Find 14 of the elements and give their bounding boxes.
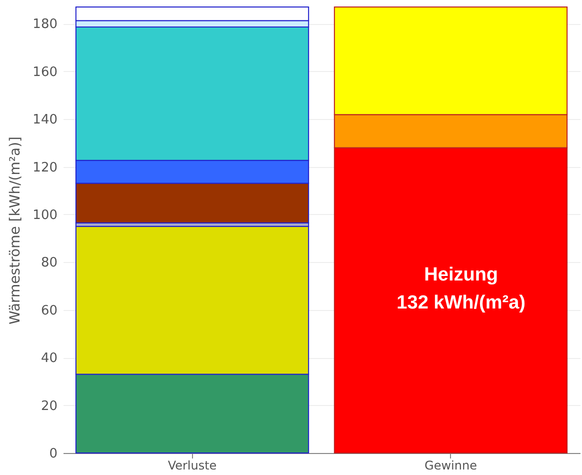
y-tick-label: 100 [32, 208, 58, 223]
y-tick-label: 0 [49, 446, 58, 462]
y-tick-label: 60 [40, 303, 58, 318]
y-tick-label: 40 [40, 351, 58, 366]
y-tick-label: 80 [40, 256, 58, 271]
y-tick-label: 20 [40, 398, 58, 414]
annotation: Heizung 132 kWh/(m²a) [396, 264, 526, 314]
x-tick-label: Verluste [168, 458, 217, 472]
y-tick-label: 160 [32, 64, 58, 80]
y-tick-label: 140 [32, 112, 58, 128]
y-tick-label: 120 [32, 160, 58, 176]
y-tick-label: 180 [32, 17, 58, 32]
y-axis-title: Wärmeströme [kWh/(m²a)] [8, 136, 24, 325]
x-tick-label: Gewinne [424, 458, 477, 472]
